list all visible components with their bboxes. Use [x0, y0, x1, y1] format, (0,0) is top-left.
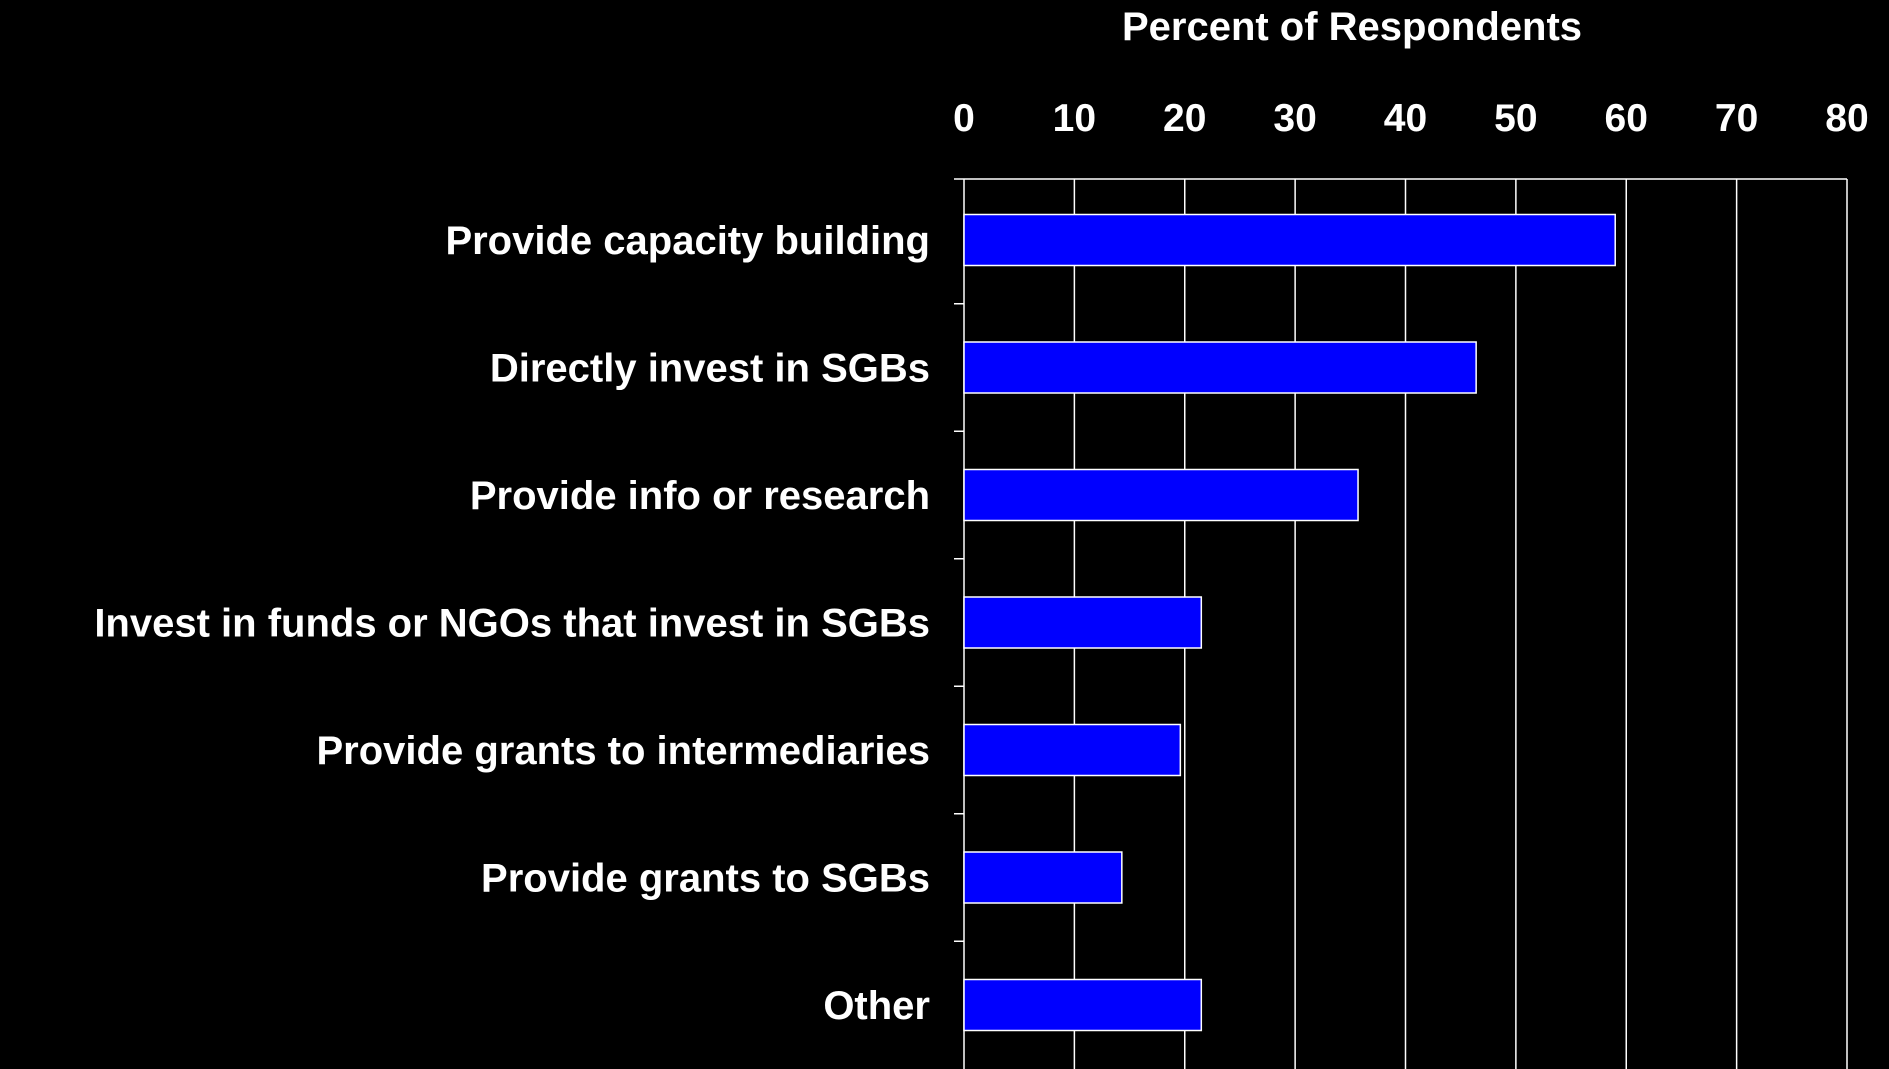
grid-lines — [963, 179, 1848, 1069]
chart-title: Percent of Respondents — [1122, 5, 1582, 49]
category-label-3: Provide info or research — [470, 474, 930, 518]
category-labels: Provide capacity building Directly invest… — [94, 219, 930, 1028]
x-tick-label-50: 50 — [1494, 97, 1537, 140]
x-tick-label-60: 60 — [1605, 97, 1648, 140]
category-label-6: Provide grants to SGBs — [481, 857, 930, 901]
x-tick-label-0: 0 — [953, 97, 975, 140]
x-tick-label-80: 80 — [1825, 97, 1868, 140]
bar-5 — [963, 723, 1182, 777]
x-tick-label-40: 40 — [1384, 97, 1427, 140]
bar-3 — [963, 468, 1359, 522]
bar-1 — [963, 213, 1616, 267]
x-tick-label-70: 70 — [1715, 97, 1758, 140]
bar-7 — [963, 978, 1203, 1032]
bar-4 — [963, 596, 1203, 649]
x-tick-label-10: 10 — [1053, 97, 1096, 140]
category-label-1: Provide capacity building — [445, 219, 930, 263]
bar-2 — [963, 341, 1477, 394]
category-label-5: Provide grants to intermediaries — [316, 729, 930, 773]
x-tick-label-30: 30 — [1273, 97, 1316, 140]
x-tick-label-20: 20 — [1163, 97, 1206, 140]
bars — [963, 213, 1616, 1032]
bar-6 — [963, 851, 1123, 904]
category-label-2: Directly invest in SGBs — [490, 347, 930, 391]
category-label-7: Other — [823, 984, 930, 1028]
x-axis: 0 10 20 30 40 50 60 70 80 — [953, 97, 1869, 942]
category-label-4: Invest in funds or NGOs that invest in S… — [94, 602, 930, 646]
